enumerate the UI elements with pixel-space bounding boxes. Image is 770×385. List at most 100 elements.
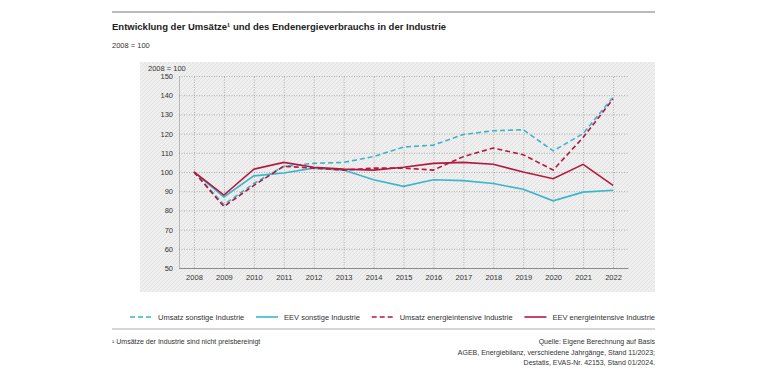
y-grid-line	[179, 230, 628, 231]
bottom-rule	[112, 329, 655, 330]
x-grid-line	[553, 76, 554, 268]
x-tick: 2012	[306, 76, 323, 282]
y-grid-line	[179, 153, 628, 154]
x-tick-label: 2008	[186, 273, 203, 282]
y-grid-line	[179, 134, 628, 135]
subtitle: 2008 = 100	[112, 41, 150, 50]
y-axis: 50 60 70 80 90 100 110 120 130 140 150	[160, 72, 628, 273]
y-grid-line	[179, 114, 628, 115]
x-tick: 2009	[216, 76, 233, 282]
y-tick: 100	[160, 168, 628, 177]
y-tick-label: 130	[160, 110, 173, 119]
y-tick-label: 150	[160, 72, 173, 81]
x-tick-label: 2020	[545, 273, 562, 282]
x-tick: 2017	[456, 76, 473, 282]
chart: Entwicklung der Umsätze¹ und des Endener…	[0, 0, 770, 385]
series-line	[194, 162, 613, 195]
x-grid-line	[374, 76, 375, 268]
source: AGEB, Energiebilanz, verschiedene Jahrgä…	[458, 349, 655, 357]
x-grid-line	[224, 76, 225, 268]
y-tick: 70	[165, 226, 628, 235]
x-tick-label: 2009	[216, 273, 233, 282]
y-tick-label: 60	[165, 245, 173, 254]
legend-label: Umsatz energieintensive Industrie	[400, 313, 513, 322]
x-axis: 2008 2009 2010 2011 2012 2013 2014 2015 2016 2017…	[180, 76, 629, 282]
series-line	[194, 97, 613, 205]
legend-swatch	[524, 316, 546, 318]
source: Quelle: Eigene Berechnung auf Basis	[539, 338, 656, 346]
series-line	[194, 168, 613, 201]
x-grid-line	[314, 76, 315, 268]
x-grid-line	[433, 76, 434, 268]
y-tick-label: 70	[165, 226, 173, 235]
x-grid-line	[493, 76, 494, 268]
x-tick: 2022	[605, 76, 622, 282]
y-tick: 140	[160, 91, 628, 100]
top-rule	[112, 12, 655, 13]
x-tick-label: 2011	[276, 273, 292, 282]
x-axis-line	[180, 268, 629, 269]
source: Destatis, EVAS-Nr. 42153, Stand 01/2024.	[524, 359, 655, 366]
x-tick: 2019	[515, 76, 532, 282]
legend-swatch	[130, 316, 152, 318]
x-grid-line	[344, 76, 345, 268]
y-tick-label: 110	[161, 149, 173, 158]
y-tick-label: 90	[165, 187, 173, 196]
x-tick-label: 2012	[306, 273, 323, 282]
y-tick: 90	[165, 187, 628, 196]
y-tick: 150	[160, 72, 628, 81]
x-tick: 2011	[276, 76, 292, 282]
y-tick: 80	[165, 206, 628, 215]
x-tick-label: 2014	[366, 273, 383, 282]
x-tick-label: 2022	[605, 273, 622, 282]
x-grid-line	[254, 76, 255, 268]
lines	[194, 97, 613, 206]
y-tick-label: 120	[160, 130, 173, 139]
x-tick-label: 2017	[456, 273, 473, 282]
plot-background	[140, 62, 655, 292]
y-grid-line	[179, 210, 628, 211]
x-tick-label: 2010	[246, 273, 263, 282]
legend-item: EEV sonstige Industrie	[256, 313, 360, 322]
x-tick: 2013	[336, 76, 353, 282]
y-tick-label: 80	[165, 206, 173, 215]
x-tick-label: 2013	[336, 273, 353, 282]
x-grid-line	[284, 76, 285, 268]
x-tick: 2015	[396, 76, 413, 282]
x-tick-label: 2015	[396, 273, 413, 282]
x-tick-label: 2021	[575, 273, 592, 282]
y-grid-line	[179, 172, 628, 173]
legend-item: EEV energieintensive Industrie	[524, 313, 655, 322]
y-tick-label: 140	[160, 91, 173, 100]
y-tick-label: 100	[160, 168, 173, 177]
legend-label: Umsatz sonstige Industrie	[158, 313, 244, 322]
x-tick: 2018	[485, 76, 502, 282]
legend-swatch	[372, 316, 394, 318]
y-grid-line	[179, 76, 628, 77]
x-grid-line	[613, 76, 614, 268]
y-tick-label: 50	[165, 264, 173, 273]
legend-label: EEV sonstige Industrie	[284, 313, 360, 322]
legend: Umsatz sonstige Industrie EEV sonstige In…	[130, 313, 655, 322]
title: Entwicklung der Umsätze¹ und des Endener…	[112, 21, 446, 32]
y-tick: 50	[165, 264, 628, 273]
legend-label: EEV energieintensive Industrie	[552, 313, 655, 322]
y-tick: 60	[165, 245, 628, 254]
legend-item: Umsatz energieintensive Industrie	[372, 313, 513, 322]
x-tick-label: 2019	[515, 273, 532, 282]
legend-item: Umsatz sonstige Industrie	[130, 313, 244, 322]
x-tick: 2021	[575, 76, 592, 282]
footnote: ¹ Umsätze der Industrie sind nicht preis…	[112, 338, 260, 346]
series-line	[194, 99, 613, 207]
x-tick-label: 2016	[426, 273, 443, 282]
x-grid-line	[404, 76, 405, 268]
legend-swatch	[256, 316, 278, 318]
x-grid-line	[463, 76, 464, 268]
y-grid-line	[179, 249, 628, 250]
y-tick: 120	[160, 130, 628, 139]
y-tick: 130	[160, 110, 628, 119]
y-grid-line	[179, 268, 628, 269]
y-grid-line	[179, 95, 628, 96]
x-grid-line	[583, 76, 584, 268]
x-tick-label: 2018	[485, 273, 502, 282]
